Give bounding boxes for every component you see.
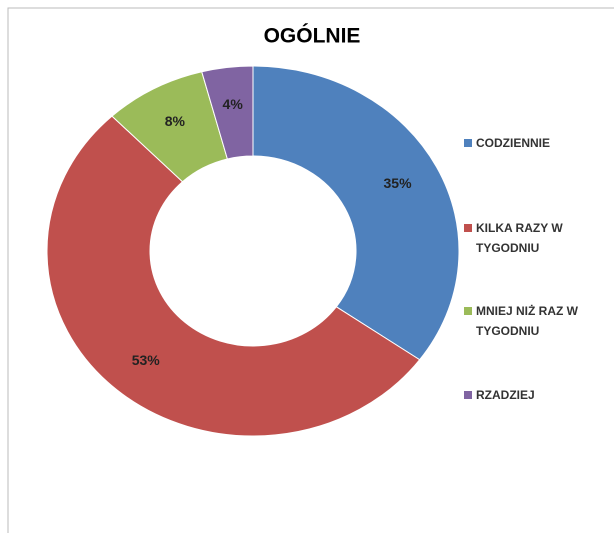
data-label: 8% bbox=[165, 113, 186, 129]
legend-label: CODZIENNIE bbox=[476, 136, 551, 150]
slice bbox=[46, 115, 421, 437]
legend-item: CODZIENNIE bbox=[464, 133, 604, 153]
slice bbox=[201, 65, 254, 160]
legend-item: RZADZIEJ bbox=[464, 385, 604, 405]
data-label: 4% bbox=[223, 96, 244, 112]
legend-swatch bbox=[464, 224, 472, 232]
legend-label: RZADZIEJ bbox=[476, 388, 535, 402]
legend-swatch bbox=[464, 139, 472, 147]
legend-swatch bbox=[464, 391, 472, 399]
data-label: 35% bbox=[384, 175, 413, 191]
frame bbox=[7, 7, 614, 533]
legend-label: KILKA RAZY W TYGODNIU bbox=[476, 221, 563, 255]
legend-item: MNIEJ NIŻ RAZ W TYGODNIU bbox=[464, 301, 604, 341]
chart-title: OGÓLNIE bbox=[264, 24, 361, 48]
legend-label: MNIEJ NIŻ RAZ W TYGODNIU bbox=[476, 304, 578, 338]
slice bbox=[252, 65, 460, 361]
legend-item: KILKA RAZY W TYGODNIU bbox=[464, 218, 604, 258]
data-label: 53% bbox=[132, 352, 161, 368]
legend-swatch bbox=[464, 307, 472, 315]
